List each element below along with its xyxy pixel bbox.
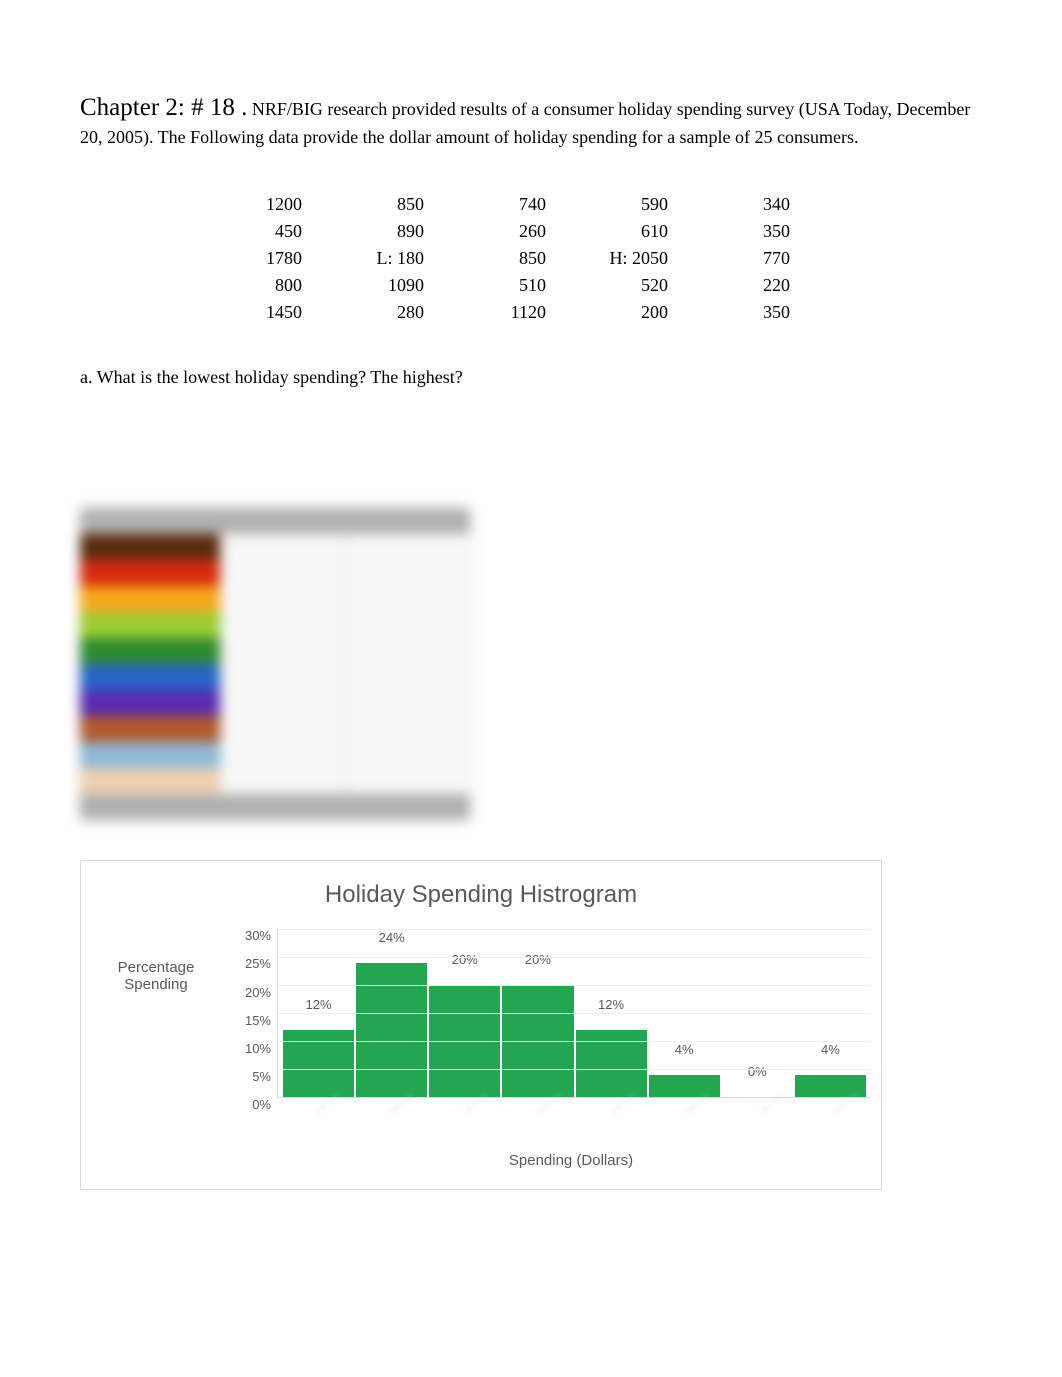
gridline [278,1041,871,1042]
question-a: a. What is the lowest holiday spending? … [80,367,982,388]
color-swatch [80,716,220,742]
blurred-row [80,586,470,612]
histogram-bar [283,1030,354,1097]
color-swatch [80,742,220,768]
x-tick: — — [349,1098,423,1148]
color-swatch [80,664,220,690]
chart-title: Holiday Spending Histrogram [91,881,871,909]
x-tick: — — [497,1098,571,1148]
data-cell: 350 [670,219,790,244]
x-tick: — — [793,1098,867,1148]
x-axis-title: Spending (Dollars) [271,1152,871,1169]
x-tick: — — [275,1098,349,1148]
color-swatch [80,612,220,638]
bar-value-label: 12% [283,997,354,1012]
blurred-row [80,768,470,794]
data-cell: H: 2050 [548,246,668,271]
data-cell: 520 [548,273,668,298]
data-cell: 1090 [304,273,424,298]
blurred-row [80,534,470,560]
color-swatch [80,586,220,612]
bar-value-label: 0% [722,1064,793,1079]
x-tick: — — [571,1098,645,1148]
blurred-row [80,742,470,768]
color-swatch [80,560,220,586]
chapter-title: Chapter 2: # 18 . [80,94,247,121]
bar-value-label: 24% [356,930,427,945]
y-axis-ticks: 30%25%20%15%10%5%0% [221,929,277,1098]
gridline [278,957,871,958]
blurred-row [80,664,470,690]
data-cell: 850 [304,192,424,217]
data-cell: 850 [426,246,546,271]
blurred-row [80,690,470,716]
histogram-bar [576,1030,647,1097]
blurred-table-header [80,508,470,534]
data-cell: L: 180 [304,246,424,271]
x-axis-ticks: — —— —— —— —— —— —— —— — [271,1098,871,1148]
data-cell: 1780 [182,246,302,271]
data-cell: 220 [670,273,790,298]
y-axis-title: Percentage Spending [91,929,221,993]
x-tick: — — [645,1098,719,1148]
color-swatch [80,638,220,664]
spending-data-table: 12008507405903404508902606103501780L: 18… [180,190,792,327]
data-cell: 800 [182,273,302,298]
gridline [278,929,871,930]
data-cell: 1120 [426,300,546,325]
data-cell: 280 [304,300,424,325]
bar-value-label: 4% [649,1042,720,1057]
data-cell: 610 [548,219,668,244]
data-cell: 340 [670,192,790,217]
blurred-row [80,612,470,638]
histogram-bar [356,963,427,1097]
bar-value-label: 20% [429,952,500,967]
data-cell: 350 [670,300,790,325]
blurred-row [80,638,470,664]
data-cell: 770 [670,246,790,271]
blurred-frequency-table [80,508,470,820]
data-cell: 450 [182,219,302,244]
data-cell: 890 [304,219,424,244]
x-tick: — — [719,1098,793,1148]
blurred-row [80,560,470,586]
problem-heading: Chapter 2: # 18 . NRF/BIG research provi… [80,90,982,150]
blurred-table-footer [80,794,470,820]
x-tick: — — [423,1098,497,1148]
bar-value-label: 12% [576,997,647,1012]
data-cell: 1200 [182,192,302,217]
data-cell: 260 [426,219,546,244]
gridline [278,1069,871,1070]
data-cell: 590 [548,192,668,217]
histogram-chart: Holiday Spending Histrogram Percentage S… [80,860,882,1190]
data-cell: 740 [426,192,546,217]
plot-area: 12%24%20%20%12%4%0%4% [277,929,871,1098]
gridline [278,1013,871,1014]
bar-value-label: 20% [502,952,573,967]
color-swatch [80,690,220,716]
histogram-bar [649,1075,720,1097]
color-swatch [80,768,220,794]
data-cell: 200 [548,300,668,325]
blurred-row [80,716,470,742]
bar-value-label: 4% [795,1042,866,1057]
data-cell: 1450 [182,300,302,325]
data-cell: 510 [426,273,546,298]
gridline [278,985,871,986]
color-swatch [80,534,220,560]
